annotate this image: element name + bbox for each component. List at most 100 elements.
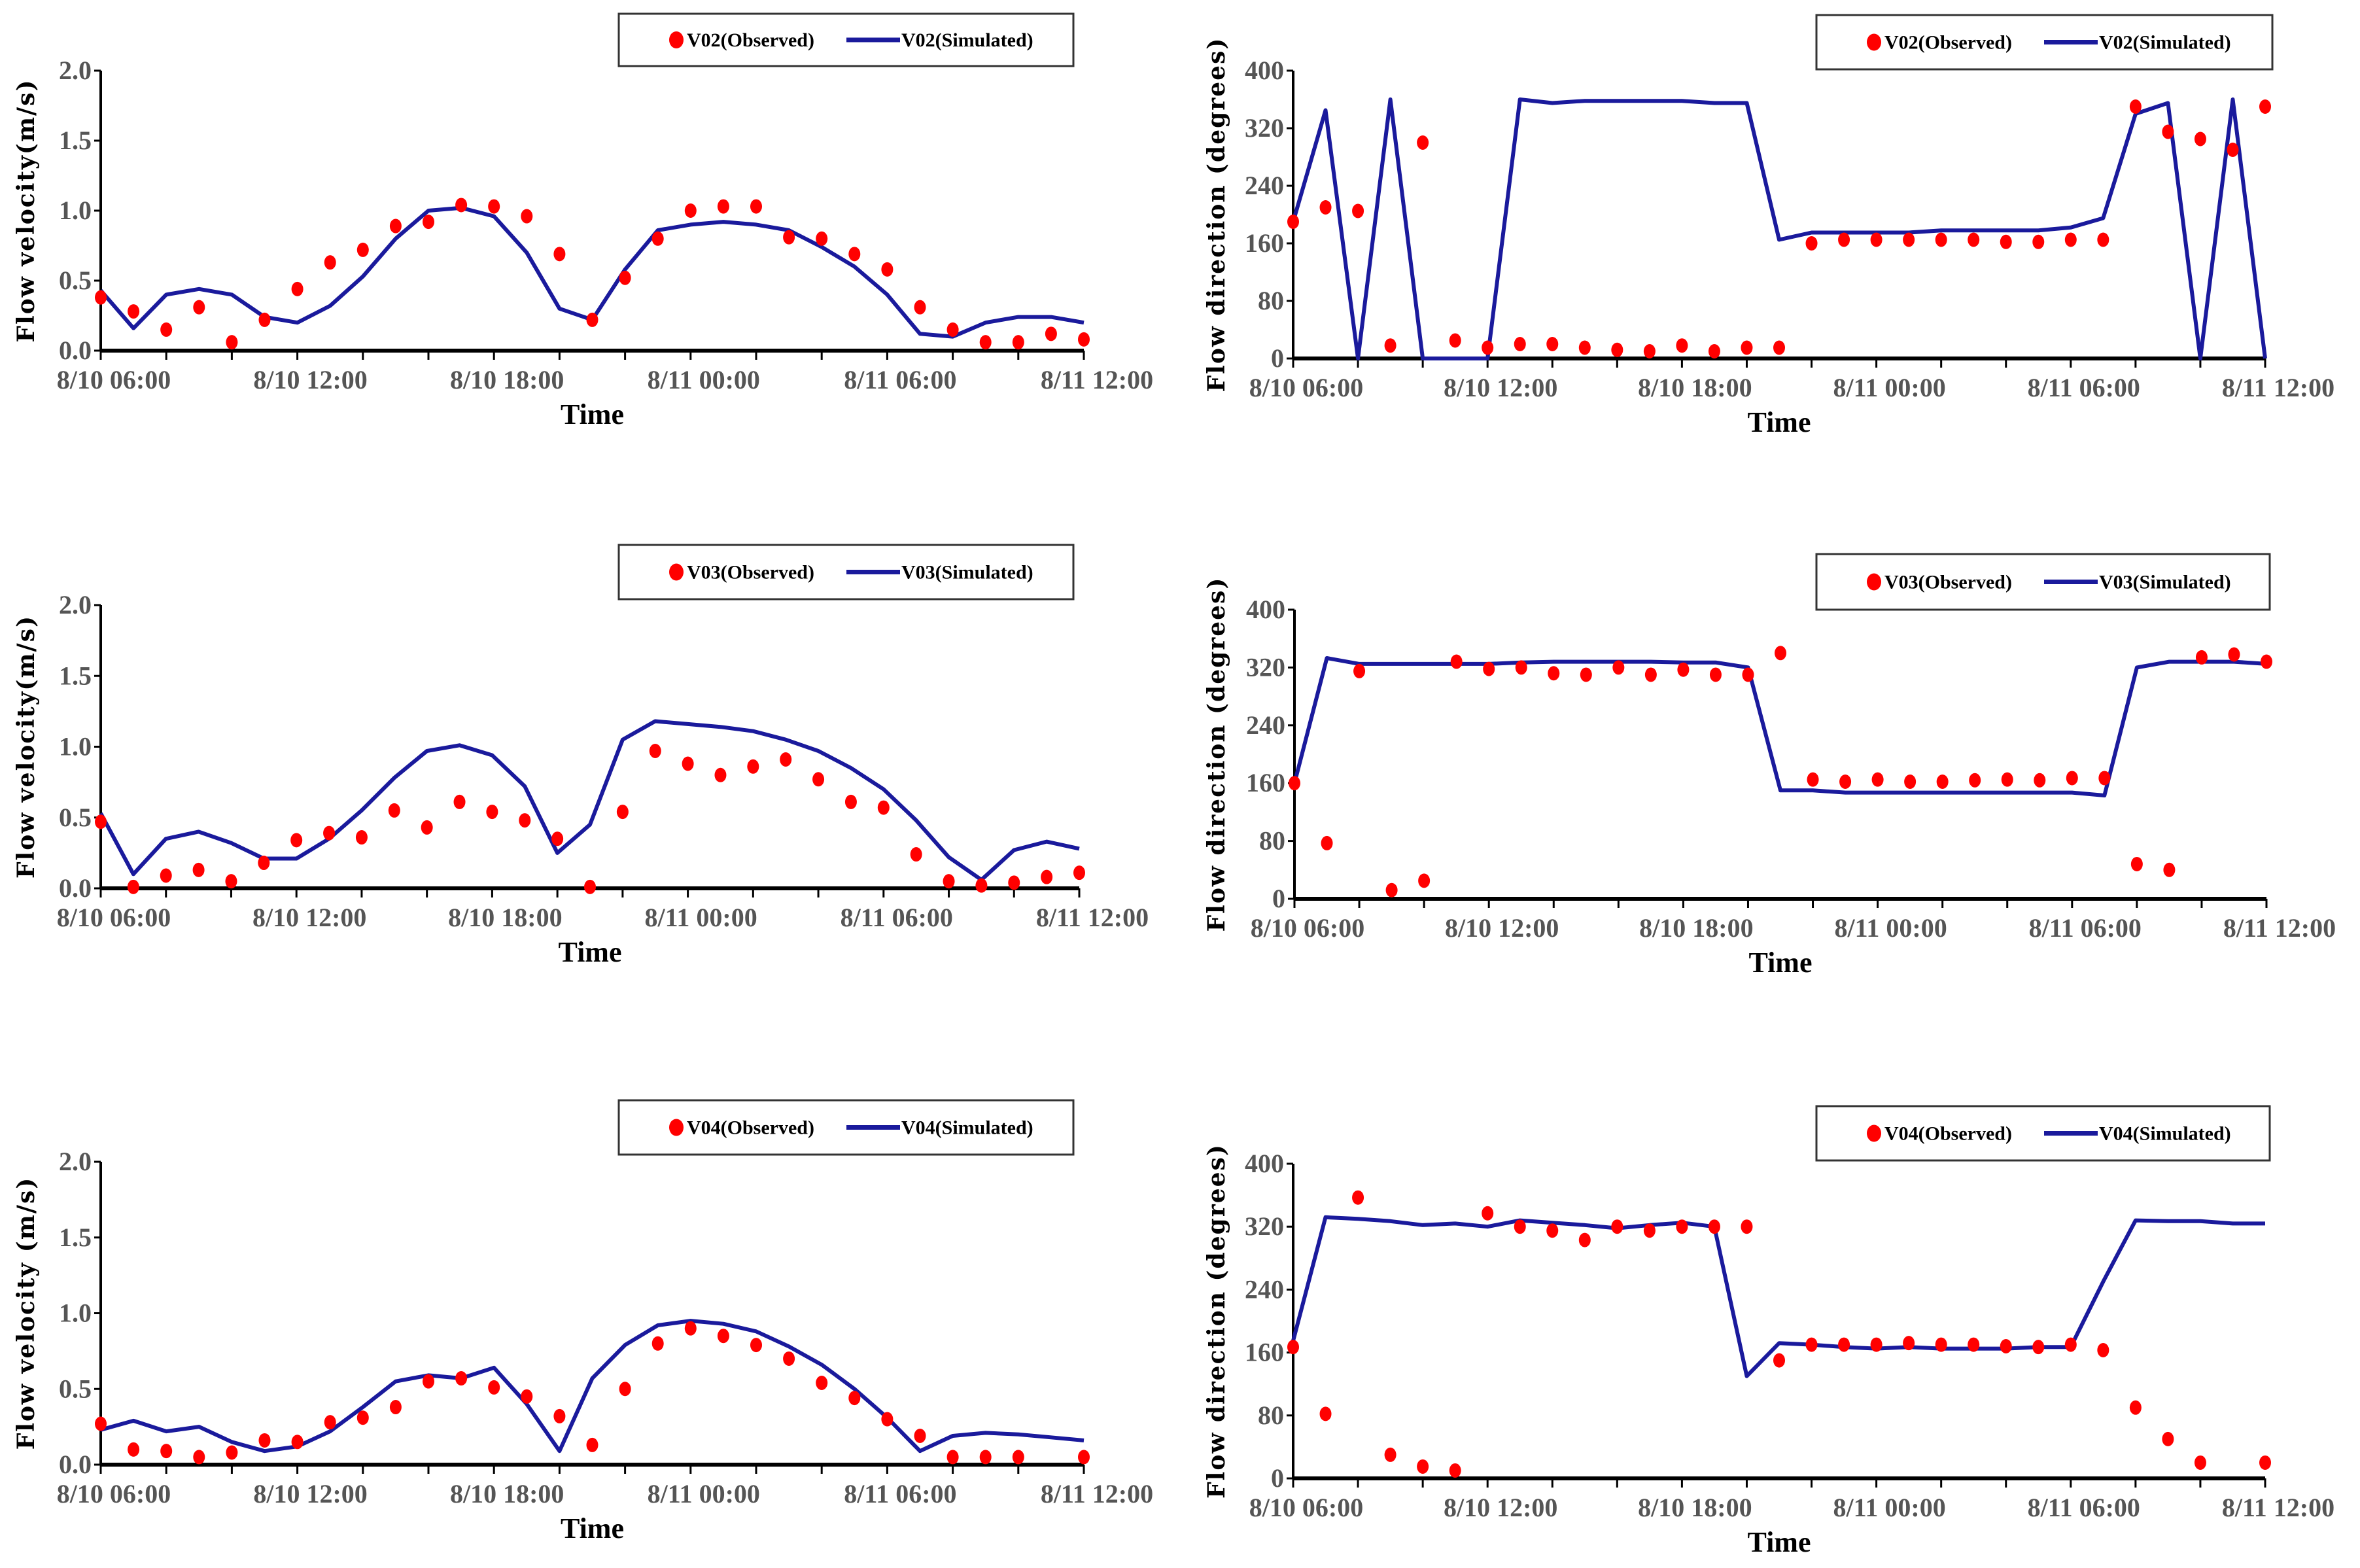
observed-point (1611, 1219, 1623, 1234)
observed-point (95, 290, 107, 305)
y-tick-label: 2.0 (59, 590, 92, 619)
observed-point (1319, 1406, 1332, 1421)
y-tick-label: 320 (1245, 1211, 1284, 1241)
legend-box (617, 1099, 1075, 1156)
observed-point (1418, 873, 1431, 888)
observed-point (258, 312, 271, 327)
observed-point (2129, 1400, 2142, 1415)
observed-point (616, 805, 629, 820)
observed-point (453, 794, 466, 809)
observed-point (423, 1374, 434, 1389)
x-tick-label: 8/11 12:00 (1036, 903, 1149, 932)
observed-point (1838, 1337, 1850, 1352)
observed-point (747, 759, 759, 774)
observed-point (1838, 232, 1850, 247)
x-tick-label: 8/11 00:00 (1834, 913, 1947, 943)
observed-point (2261, 654, 2272, 669)
observed-point (355, 830, 368, 845)
observed-point (649, 743, 661, 758)
observed-point (1008, 875, 1020, 890)
y-tick-label: 80 (1258, 1401, 1284, 1430)
observed-point (291, 1435, 304, 1450)
observed-point (684, 203, 697, 218)
observed-point (160, 1444, 173, 1459)
observed-point (619, 270, 631, 285)
observed-point (844, 794, 857, 809)
observed-point (1515, 660, 1527, 675)
y-axis-title: Flow velocity(m/s) (12, 79, 40, 343)
legend: V02(Observed) V02(Simulated) (617, 12, 1075, 67)
simulated-series-line (99, 719, 1080, 882)
observed-point (1807, 772, 1819, 787)
y-tick-label: 160 (1245, 1338, 1284, 1367)
y-tick-label: 1.5 (59, 661, 92, 690)
simulated-series-line (1293, 656, 2267, 797)
x-tick-label: 8/10 12:00 (1444, 1493, 1557, 1522)
observed-point (291, 281, 304, 296)
simulated-series-line (100, 1319, 1085, 1454)
x-tick-label: 8/10 18:00 (1638, 1493, 1752, 1522)
y-axis-title: Flow direction (degrees) (1203, 577, 1230, 932)
x-axis-title: Time (559, 936, 622, 968)
observed-point (1708, 344, 1720, 358)
observed-point (1968, 1337, 1980, 1352)
x-axis-title: Time (561, 398, 624, 430)
x-tick-label: 8/10 06:00 (57, 903, 171, 932)
y-tick-label: 0 (1271, 343, 1284, 373)
observed-point (1482, 1206, 1494, 1221)
observed-point (1676, 1219, 1688, 1234)
observed-point (2097, 1342, 2109, 1357)
observed-point (1709, 667, 1722, 682)
observed-point (2032, 234, 2045, 249)
x-tick-label: 8/10 06:00 (57, 365, 171, 394)
observed-point (1839, 774, 1852, 789)
observed-point (714, 767, 727, 782)
observed-point (586, 312, 599, 327)
observed-point (2162, 124, 2174, 139)
x-tick-label: 8/10 12:00 (253, 365, 367, 394)
y-tick-label: 1.5 (59, 1223, 92, 1252)
observed-point (1417, 1459, 1429, 1474)
observed-point (488, 1380, 500, 1395)
observed-point (1676, 338, 1688, 353)
chart-v02-direction: 0 80 160 240 320 400 8/10 06:00 8/10 12:00 8/10 … (1203, 14, 2334, 438)
x-tick-label: 8/11 06:00 (2028, 1493, 2140, 1522)
x-tick-label: 8/11 06:00 (2029, 913, 2142, 943)
x-tick-label: 8/11 06:00 (841, 903, 953, 932)
legend-box (1815, 1105, 2271, 1162)
x-tick-label: 8/10 18:00 (1639, 913, 1753, 943)
observed-point (1449, 333, 1461, 348)
observed-point (1012, 1450, 1024, 1465)
x-tick-label: 8/11 06:00 (2028, 373, 2140, 402)
observed-point (979, 1450, 992, 1465)
observed-point (226, 335, 238, 350)
observed-point (1805, 1337, 1818, 1352)
observed-point (1741, 1219, 1753, 1234)
observed-point (1903, 232, 1915, 247)
observed-point (1287, 1340, 1299, 1355)
observed-point (2163, 862, 2176, 877)
observed-point (2130, 856, 2143, 871)
legend: V03(Observed) V03(Simulated) (617, 544, 1075, 601)
observed-point (521, 209, 533, 224)
observed-point (1677, 662, 1690, 677)
chart-v03-velocity: 0.0 0.5 1.0 1.5 2.0 8/10 06:00 8/10 12:00 8/10 … (12, 544, 1149, 968)
observed-point (2228, 647, 2240, 662)
observed-point (95, 814, 107, 829)
legend-observed-label: V04(Observed) (1884, 1123, 2012, 1145)
chart-v04-direction: 0 80 160 240 320 400 8/10 06:00 8/10 12:00 8/10 … (1203, 1105, 2334, 1558)
observed-point (979, 335, 992, 350)
y-tick-label: 0.5 (59, 1374, 92, 1403)
x-axis-title: Time (561, 1512, 624, 1544)
x-tick-label: 8/10 06:00 (1249, 373, 1363, 402)
observed-point (946, 322, 959, 337)
observed-point (290, 833, 303, 848)
observed-point (2000, 1338, 2012, 1353)
legend-box (617, 544, 1075, 601)
observed-point (717, 1329, 729, 1344)
observed-point (816, 1375, 828, 1390)
legend-observed-marker (669, 1119, 684, 1136)
observed-point (848, 1391, 861, 1406)
y-tick-label: 1.0 (59, 1298, 92, 1328)
